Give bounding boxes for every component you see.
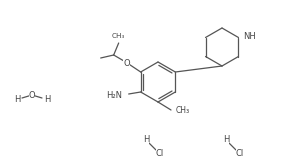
Text: CH₃: CH₃ [176,106,190,115]
Text: O: O [29,91,35,100]
Text: Cl: Cl [236,148,244,157]
Text: H: H [223,134,229,143]
Text: NH: NH [243,32,256,41]
Text: H: H [143,134,149,143]
Text: H: H [14,95,20,104]
Text: Cl: Cl [156,148,164,157]
Text: H: H [44,95,50,104]
Text: CH₃: CH₃ [112,33,125,39]
Text: H₂N: H₂N [106,91,122,100]
Text: O: O [123,58,130,67]
